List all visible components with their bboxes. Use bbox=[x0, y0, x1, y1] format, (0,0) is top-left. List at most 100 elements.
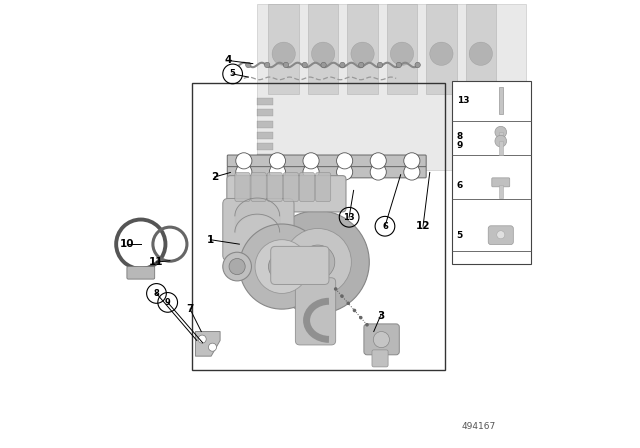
Text: 1: 1 bbox=[207, 235, 214, 245]
Circle shape bbox=[346, 302, 350, 305]
FancyBboxPatch shape bbox=[257, 4, 526, 170]
FancyBboxPatch shape bbox=[127, 267, 155, 279]
Circle shape bbox=[396, 62, 401, 68]
FancyBboxPatch shape bbox=[364, 324, 399, 355]
Bar bbox=[257, 132, 273, 139]
Bar bbox=[466, 4, 496, 94]
Bar bbox=[452, 81, 531, 264]
Circle shape bbox=[495, 126, 507, 138]
Wedge shape bbox=[266, 211, 369, 314]
FancyBboxPatch shape bbox=[316, 172, 331, 202]
FancyBboxPatch shape bbox=[372, 350, 388, 367]
FancyBboxPatch shape bbox=[235, 172, 250, 202]
FancyBboxPatch shape bbox=[271, 246, 329, 284]
Circle shape bbox=[198, 335, 206, 343]
Circle shape bbox=[404, 153, 420, 169]
Bar bbox=[257, 121, 273, 128]
FancyBboxPatch shape bbox=[227, 176, 346, 212]
Circle shape bbox=[337, 164, 353, 180]
Text: 9: 9 bbox=[165, 298, 170, 307]
Circle shape bbox=[497, 231, 505, 239]
Circle shape bbox=[359, 316, 362, 319]
Circle shape bbox=[390, 42, 413, 65]
Bar bbox=[257, 154, 273, 161]
Bar bbox=[348, 4, 378, 94]
Bar bbox=[269, 4, 299, 94]
FancyBboxPatch shape bbox=[296, 278, 336, 345]
Text: 6: 6 bbox=[382, 222, 388, 231]
Circle shape bbox=[469, 42, 493, 65]
Circle shape bbox=[284, 228, 351, 296]
Text: 13: 13 bbox=[457, 96, 469, 105]
Bar bbox=[387, 4, 417, 94]
Circle shape bbox=[353, 309, 356, 312]
Circle shape bbox=[340, 62, 345, 68]
Circle shape bbox=[302, 62, 307, 68]
Text: 3: 3 bbox=[377, 311, 384, 321]
Bar bbox=[426, 4, 457, 94]
Bar bbox=[499, 141, 502, 155]
Bar bbox=[499, 87, 503, 114]
Circle shape bbox=[269, 164, 285, 180]
Text: 5: 5 bbox=[230, 69, 236, 78]
FancyBboxPatch shape bbox=[227, 166, 426, 178]
Circle shape bbox=[370, 164, 387, 180]
Bar bbox=[257, 143, 273, 150]
Text: 13: 13 bbox=[343, 213, 355, 222]
Circle shape bbox=[334, 287, 337, 291]
Circle shape bbox=[404, 164, 420, 180]
Circle shape bbox=[495, 135, 507, 147]
Polygon shape bbox=[195, 332, 220, 356]
Circle shape bbox=[209, 343, 216, 351]
Text: 8: 8 bbox=[154, 289, 159, 298]
Circle shape bbox=[269, 253, 296, 280]
Circle shape bbox=[415, 62, 420, 68]
Bar bbox=[257, 98, 273, 105]
Text: 2: 2 bbox=[211, 172, 218, 182]
Circle shape bbox=[373, 332, 390, 348]
Circle shape bbox=[284, 62, 289, 68]
Text: 11: 11 bbox=[149, 257, 164, 267]
FancyBboxPatch shape bbox=[223, 198, 294, 261]
Circle shape bbox=[269, 153, 285, 169]
FancyBboxPatch shape bbox=[227, 155, 426, 167]
FancyBboxPatch shape bbox=[492, 178, 509, 187]
Circle shape bbox=[378, 62, 383, 68]
Circle shape bbox=[351, 42, 374, 65]
FancyBboxPatch shape bbox=[284, 172, 298, 202]
Circle shape bbox=[337, 153, 353, 169]
Circle shape bbox=[264, 62, 270, 68]
FancyBboxPatch shape bbox=[300, 172, 315, 202]
Text: 8: 8 bbox=[457, 132, 463, 141]
Circle shape bbox=[236, 153, 252, 169]
Text: 5: 5 bbox=[457, 231, 463, 240]
Bar bbox=[499, 132, 502, 146]
Text: 6: 6 bbox=[457, 181, 463, 190]
Bar bbox=[192, 83, 445, 370]
FancyBboxPatch shape bbox=[488, 226, 513, 245]
Circle shape bbox=[430, 42, 453, 65]
FancyBboxPatch shape bbox=[267, 172, 282, 202]
Circle shape bbox=[365, 323, 369, 327]
Circle shape bbox=[255, 240, 309, 293]
Bar bbox=[499, 185, 503, 198]
Circle shape bbox=[223, 252, 252, 281]
Circle shape bbox=[303, 153, 319, 169]
Text: 4: 4 bbox=[225, 56, 232, 65]
Circle shape bbox=[246, 62, 251, 68]
Text: 9: 9 bbox=[457, 141, 463, 150]
Text: 12: 12 bbox=[416, 221, 430, 231]
Wedge shape bbox=[239, 224, 324, 309]
Text: 7: 7 bbox=[186, 304, 194, 314]
Circle shape bbox=[340, 294, 344, 298]
Circle shape bbox=[229, 258, 245, 275]
Circle shape bbox=[370, 153, 387, 169]
Circle shape bbox=[303, 164, 319, 180]
Circle shape bbox=[321, 62, 326, 68]
Bar bbox=[308, 4, 339, 94]
Circle shape bbox=[301, 245, 335, 279]
FancyBboxPatch shape bbox=[251, 172, 266, 202]
Circle shape bbox=[272, 42, 296, 65]
Bar bbox=[257, 109, 273, 116]
Circle shape bbox=[236, 164, 252, 180]
